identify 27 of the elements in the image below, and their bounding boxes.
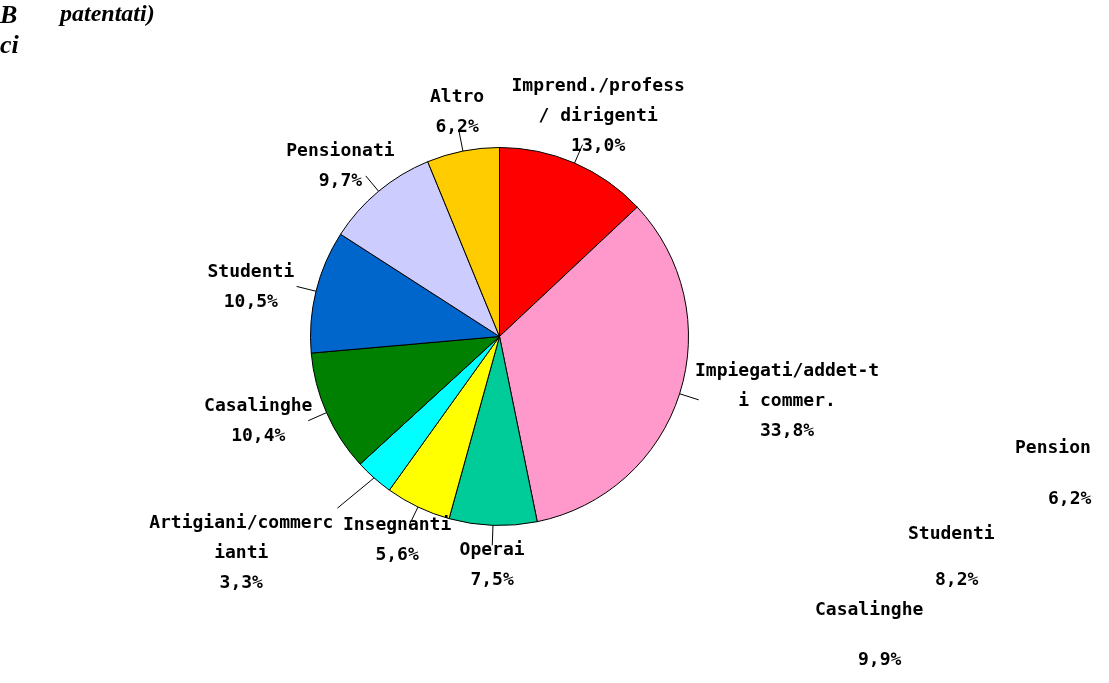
slice-label: Artigiani/commercianti: [149, 510, 334, 562]
text: 6,2%: [1048, 487, 1092, 508]
text: Pension: [1015, 436, 1091, 457]
data-label: 13,0%: [571, 133, 626, 155]
text: ci: [0, 30, 20, 60]
data-label: 7,5%: [470, 568, 514, 590]
text: 9,9%: [858, 648, 902, 669]
data-label: 33,8%: [760, 418, 815, 440]
slice-label: Studenti: [207, 259, 295, 281]
data-label: 10,5%: [223, 289, 279, 311]
slice-label: Altro: [429, 85, 485, 107]
text: B: [0, 0, 18, 29]
slice-label: Insegnanti: [342, 513, 452, 535]
data-label: 5,6%: [375, 543, 419, 565]
text: Studenti: [908, 522, 995, 543]
data-label: 10,4%: [231, 424, 286, 446]
slice-label: Imprend./profess / dirigenti: [511, 73, 685, 125]
data-label: 9,7%: [318, 168, 363, 190]
slice-label: Operai: [459, 538, 525, 560]
text: Casalinghe: [815, 598, 924, 619]
chart-title: patentati): [60, 0, 155, 27]
data-label: 3,3%: [219, 570, 264, 592]
slice-label: Pensionati: [286, 138, 395, 160]
text: 8,2%: [935, 568, 979, 589]
slice-label: Casalinghe: [204, 394, 313, 416]
slice-label: Impiegati/addet-ti commer.: [694, 358, 880, 410]
data-label: 6,2%: [435, 115, 479, 137]
